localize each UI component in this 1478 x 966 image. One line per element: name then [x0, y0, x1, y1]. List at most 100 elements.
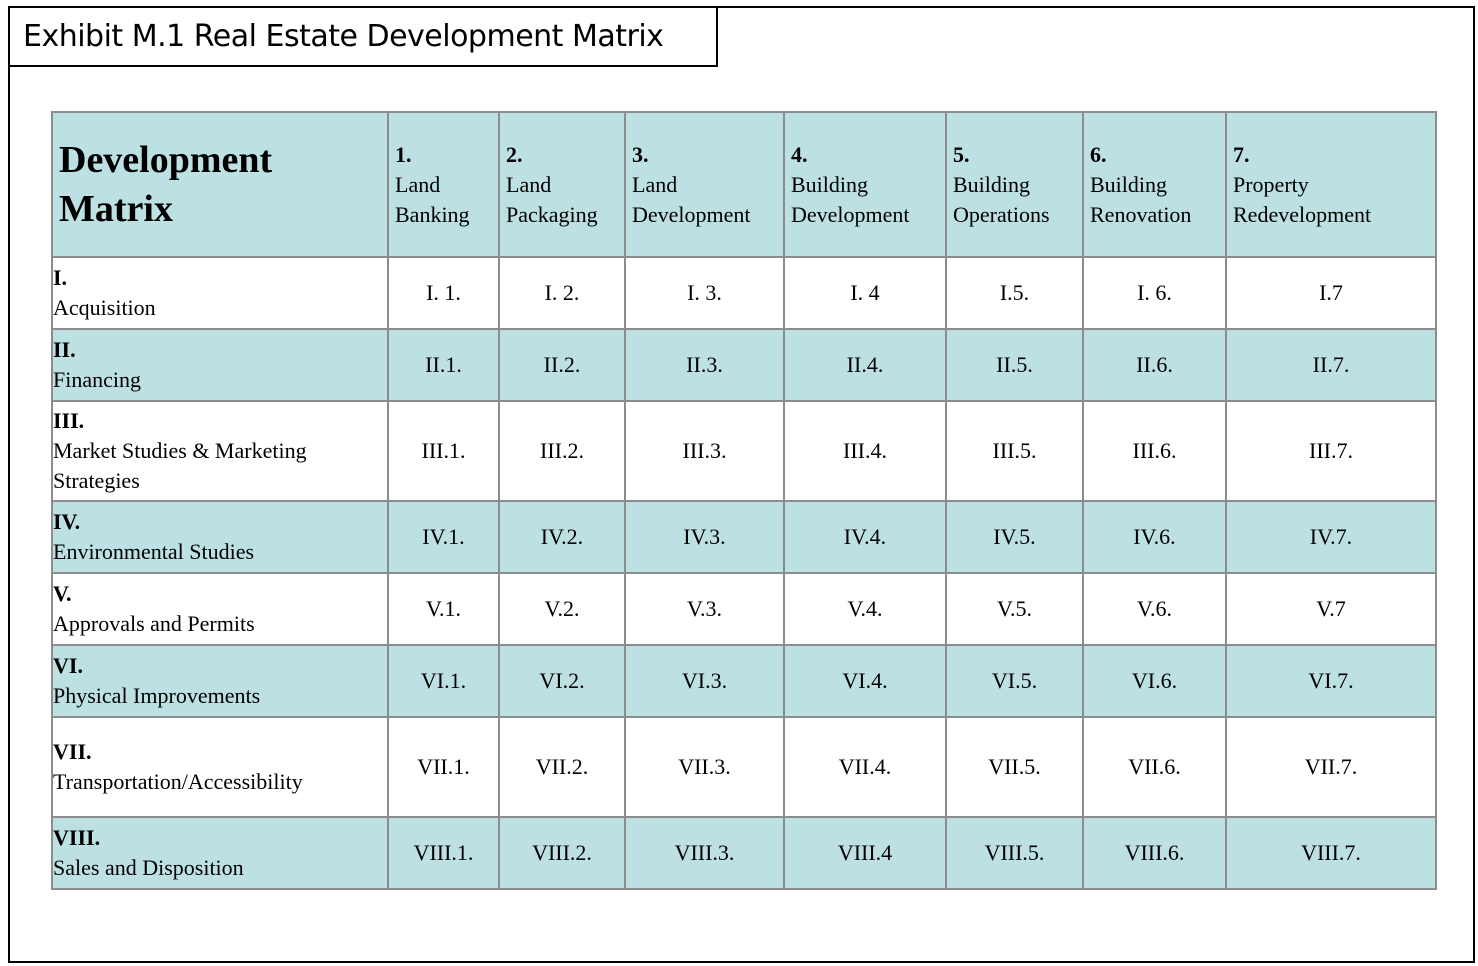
matrix-cell: II.2. [498, 328, 626, 402]
matrix-cell: VII.5. [945, 716, 1084, 818]
row-label: Transportation/Accessibility [53, 769, 303, 794]
table-row: III. Market Studies & Marketing Strategi… [51, 400, 1437, 502]
column-label-line-2: Renovation [1090, 201, 1192, 227]
row-label: Physical Improvements [53, 683, 261, 708]
column-number: 4. [791, 141, 808, 167]
column-label-line-2: Operations [953, 201, 1050, 227]
exhibit-title: Exhibit M.1 Real Estate Development Matr… [8, 6, 718, 67]
matrix-cell: VIII.6. [1082, 816, 1227, 890]
column-header-building-operations: 5. Building Operations [945, 111, 1084, 258]
row-header-financing: II. Financing [51, 328, 389, 402]
row-header-acquisition: I. Acquisition [51, 256, 389, 330]
corner-line-2: Matrix [59, 187, 173, 230]
matrix-cell: I. 4 [783, 256, 947, 330]
column-label-line-1: Building [791, 171, 869, 197]
row-number: VI. [53, 653, 83, 678]
matrix-cell: V.3. [624, 572, 785, 646]
matrix-cell: III.3. [624, 400, 785, 502]
column-number: 3. [632, 141, 649, 167]
matrix-cell: VII.1. [387, 716, 500, 818]
row-header-transportation: VII. Transportation/Accessibility [51, 716, 389, 818]
column-number: 1. [395, 141, 412, 167]
matrix-cell: VI.2. [498, 644, 626, 718]
column-label-line-1: Building [953, 171, 1031, 197]
row-label: Acquisition [53, 295, 156, 320]
table-row: VIII. Sales and Disposition VIII.1. VIII… [51, 816, 1437, 890]
column-header-building-development: 4. Building Development [783, 111, 947, 258]
matrix-cell: IV.4. [783, 500, 947, 574]
column-header-land-development: 3. Land Development [624, 111, 785, 258]
row-number: I. [53, 265, 68, 290]
matrix-cell: IV.5. [945, 500, 1084, 574]
column-header-building-renovation: 6. Building Renovation [1082, 111, 1227, 258]
matrix-cell: II.5. [945, 328, 1084, 402]
matrix-cell: I. 6. [1082, 256, 1227, 330]
matrix-cell: VI.1. [387, 644, 500, 718]
matrix-cell: IV.7. [1225, 500, 1437, 574]
matrix-cell: VI.7. [1225, 644, 1437, 718]
column-header-property-redevelopment: 7. Property Redevelopment [1225, 111, 1437, 258]
row-header-environmental-studies: IV. Environmental Studies [51, 500, 389, 574]
row-header-market-studies: III. Market Studies & Marketing Strategi… [51, 400, 389, 502]
row-header-approvals-permits: V. Approvals and Permits [51, 572, 389, 646]
matrix-cell: IV.3. [624, 500, 785, 574]
matrix-cell: IV.2. [498, 500, 626, 574]
table-row: I. Acquisition I. 1. I. 2. I. 3. I. 4 I.… [51, 256, 1437, 330]
column-label-line-1: Land [506, 171, 552, 197]
matrix-cell: II.6. [1082, 328, 1227, 402]
header-row: Development Matrix 1. Land Banking 2. La… [51, 111, 1437, 258]
matrix-cell: II.3. [624, 328, 785, 402]
matrix-cell: VIII.4 [783, 816, 947, 890]
matrix-cell: I.7 [1225, 256, 1437, 330]
column-number: 5. [953, 141, 970, 167]
matrix-cell: IV.1. [387, 500, 500, 574]
table-row: IV. Environmental Studies IV.1. IV.2. IV… [51, 500, 1437, 574]
matrix-cell: VI.5. [945, 644, 1084, 718]
row-label: Sales and Disposition [53, 855, 244, 880]
column-label-line-2: Banking [395, 201, 470, 227]
matrix-cell: VII.3. [624, 716, 785, 818]
table-row: V. Approvals and Permits V.1. V.2. V.3. … [51, 572, 1437, 646]
column-label-line-2: Development [791, 201, 910, 227]
row-number: IV. [53, 509, 81, 534]
matrix-cell: V.2. [498, 572, 626, 646]
matrix-cell: III.5. [945, 400, 1084, 502]
matrix-cell: III.4. [783, 400, 947, 502]
matrix-cell: III.7. [1225, 400, 1437, 502]
column-header-land-packaging: 2. Land Packaging [498, 111, 626, 258]
column-label-line-1: Property [1233, 171, 1309, 197]
column-label-line-2: Development [632, 201, 751, 227]
matrix-corner-heading: Development Matrix [51, 111, 389, 258]
matrix-cell: III.6. [1082, 400, 1227, 502]
table-row: II. Financing II.1. II.2. II.3. II.4. II… [51, 328, 1437, 402]
matrix-cell: VII.7. [1225, 716, 1437, 818]
matrix-cell: I. 1. [387, 256, 500, 330]
matrix-cell: VII.4. [783, 716, 947, 818]
table-row: VI. Physical Improvements VI.1. VI.2. VI… [51, 644, 1437, 718]
matrix-cell: II.1. [387, 328, 500, 402]
row-header-sales-disposition: VIII. Sales and Disposition [51, 816, 389, 890]
row-number: II. [53, 337, 76, 362]
column-label-line-1: Land [632, 171, 678, 197]
column-number: 2. [506, 141, 523, 167]
matrix-cell: VIII.3. [624, 816, 785, 890]
matrix-cell: I.5. [945, 256, 1084, 330]
row-label: Financing [53, 367, 141, 392]
matrix-cell: V.7 [1225, 572, 1437, 646]
matrix-cell: VI.6. [1082, 644, 1227, 718]
column-header-land-banking: 1. Land Banking [387, 111, 500, 258]
matrix-cell: V.6. [1082, 572, 1227, 646]
column-label-line-2: Packaging [506, 201, 598, 227]
matrix-cell: III.2. [498, 400, 626, 502]
matrix-cell: I. 2. [498, 256, 626, 330]
matrix-cell: VII.2. [498, 716, 626, 818]
row-header-physical-improvements: VI. Physical Improvements [51, 644, 389, 718]
slide-frame [8, 6, 1475, 963]
matrix-cell: V.1. [387, 572, 500, 646]
matrix-cell: VII.6. [1082, 716, 1227, 818]
matrix-cell: V.4. [783, 572, 947, 646]
table-row: VII. Transportation/Accessibility VII.1.… [51, 716, 1437, 818]
matrix-cell: VIII.2. [498, 816, 626, 890]
matrix-cell: VI.4. [783, 644, 947, 718]
column-number: 7. [1233, 141, 1250, 167]
